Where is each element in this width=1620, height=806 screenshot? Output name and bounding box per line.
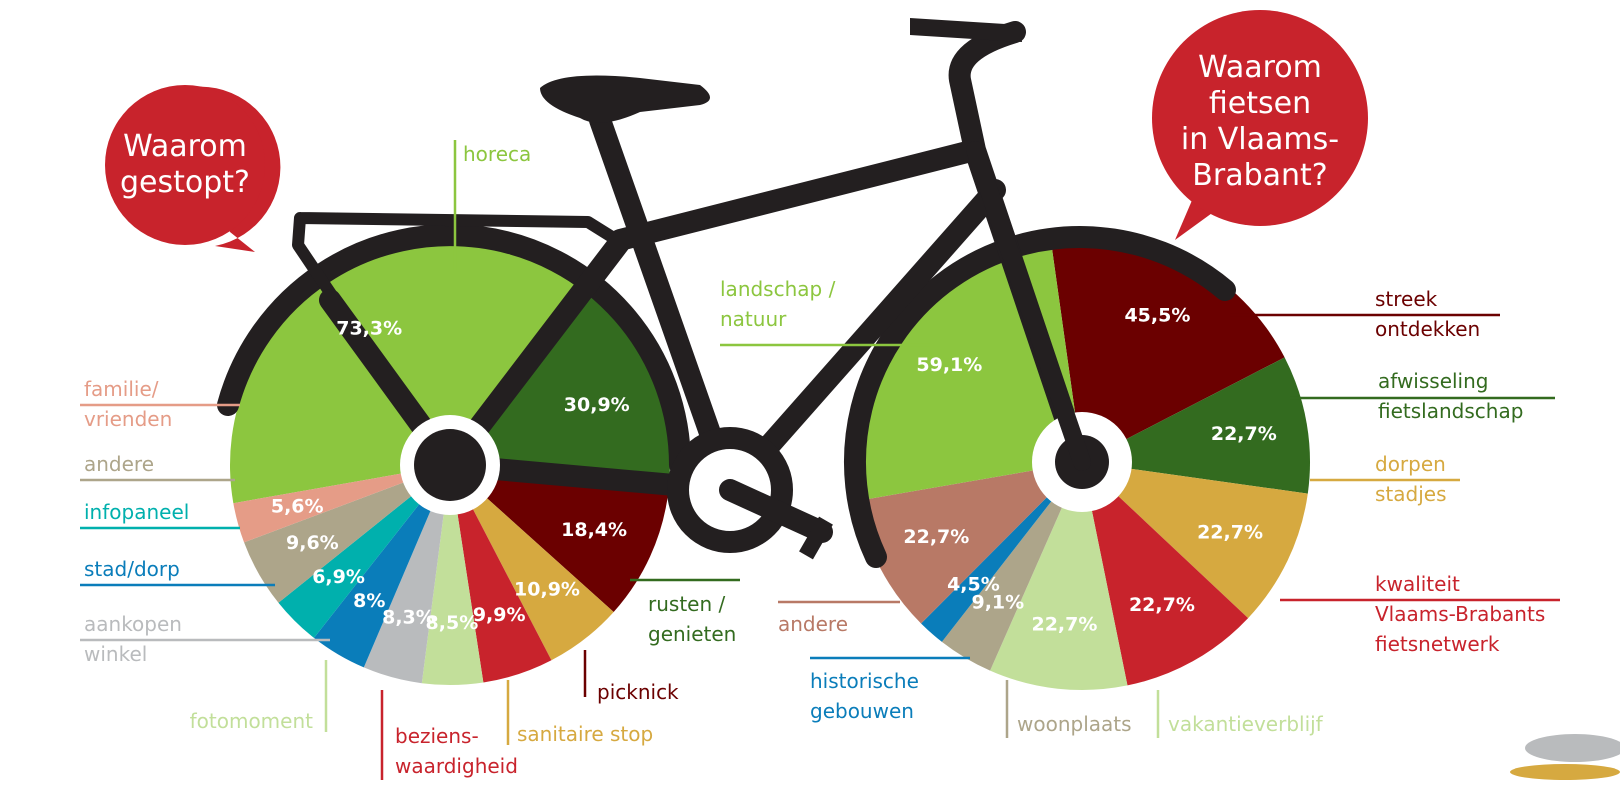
value-label: 22,7% xyxy=(1211,423,1277,445)
category-label: beziens-waardigheid xyxy=(395,724,518,778)
value-label: 8,3% xyxy=(382,606,435,628)
decoration xyxy=(1510,764,1620,780)
value-label: 22,7% xyxy=(1031,614,1097,636)
value-label: 9,9% xyxy=(473,604,526,626)
category-label: picknick xyxy=(597,680,679,704)
value-label: 4,5% xyxy=(947,574,1000,596)
value-label: 8% xyxy=(353,590,385,612)
category-label: andere xyxy=(778,612,848,636)
value-label: 6,9% xyxy=(312,566,365,588)
hub xyxy=(414,429,486,501)
value-label: 22,7% xyxy=(1197,521,1263,543)
category-label: fotomoment xyxy=(190,709,314,733)
value-label: 59,1% xyxy=(916,354,982,376)
infographic: Waaromgestopt? Waaromfietsenin Vlaams-Br… xyxy=(0,0,1620,806)
category-label: sanitaire stop xyxy=(517,722,653,746)
value-label: 22,7% xyxy=(903,526,969,548)
category-label: infopaneel xyxy=(84,500,189,524)
category-label: woonplaats xyxy=(1017,712,1132,736)
category-label: andere xyxy=(84,452,154,476)
value-label: 9,6% xyxy=(286,532,339,554)
category-label: landschap /natuur xyxy=(720,277,836,331)
value-label: 73,3% xyxy=(336,317,402,339)
category-label: stad/dorp xyxy=(84,557,180,581)
value-label: 18,4% xyxy=(561,519,627,541)
value-label: 45,5% xyxy=(1124,305,1190,327)
value-label: 22,7% xyxy=(1129,594,1195,616)
value-label: 30,9% xyxy=(564,394,630,416)
value-label: 10,9% xyxy=(514,579,580,601)
decoration xyxy=(1525,734,1620,762)
category-label: vakantieverblijf xyxy=(1168,712,1324,736)
category-label: horeca xyxy=(463,142,531,166)
category-label: familie/vrienden xyxy=(84,377,172,431)
category-label: rusten /genieten xyxy=(648,592,736,646)
value-label: 5,6% xyxy=(271,495,324,517)
handlebar xyxy=(910,18,1022,42)
saddle xyxy=(540,76,710,123)
